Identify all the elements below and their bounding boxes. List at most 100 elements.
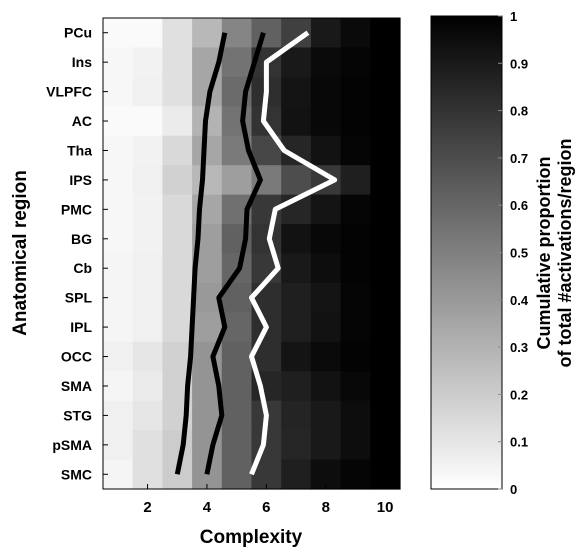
heatmap-cell	[162, 282, 193, 313]
heatmap-cell	[340, 341, 371, 372]
colorbar-tick-label: 0.3	[510, 340, 528, 355]
heatmap-cell	[221, 430, 253, 461]
heatmap-cell	[103, 430, 134, 461]
heatmap-cell	[340, 371, 371, 402]
heatmap-cell	[281, 341, 312, 372]
heatmap-cell	[370, 194, 401, 225]
y-tick-label: IPS	[69, 172, 92, 188]
heatmap-cell	[103, 282, 134, 313]
heatmap-cell	[132, 341, 163, 372]
heatmap-cell	[132, 253, 163, 284]
heatmap-cell	[340, 459, 371, 490]
heatmap-cell	[370, 312, 401, 343]
y-tick-label: Ins	[72, 54, 92, 70]
x-tick-label: 6	[262, 499, 270, 516]
y-tick-label: IPL	[70, 319, 92, 335]
heatmap-cell	[103, 194, 134, 225]
heatmap-cell	[370, 253, 401, 284]
heatmap-cell	[132, 47, 163, 78]
heatmap-cell	[221, 341, 253, 372]
heatmap-cell	[132, 76, 163, 107]
heatmap-cell	[281, 224, 312, 255]
heatmap-cell	[162, 312, 193, 343]
heatmap-cell	[221, 106, 253, 137]
heatmap-cell	[281, 76, 312, 107]
heatmap-cell	[162, 18, 193, 49]
heatmap-cell	[281, 165, 312, 196]
heatmap-cell	[281, 459, 312, 490]
heatmap-cell	[310, 47, 342, 78]
heatmap-cell	[340, 106, 371, 137]
heatmap-cell	[162, 253, 193, 284]
heatmap-cell	[192, 18, 223, 49]
heatmap-cell	[103, 47, 134, 78]
heatmap-cell	[221, 459, 253, 490]
y-tick-label: Tha	[67, 142, 92, 158]
y-axis-ticks: PCu Ins VLPFC AC Tha IPS PMC BG Cb SPL IPL OCC SMA ST…	[46, 25, 108, 482]
colorbar-tick-label: 0.6	[510, 198, 528, 213]
heatmap-cell	[132, 282, 163, 313]
heatmap-cell	[162, 165, 193, 196]
heatmap-cell	[281, 253, 312, 284]
heatmap-cell	[162, 106, 193, 137]
heatmap-cell	[370, 282, 401, 313]
heatmap-cell	[340, 430, 371, 461]
heatmap-cell	[221, 371, 253, 402]
heatmap-cell	[192, 312, 223, 343]
heatmap-cell	[310, 341, 342, 372]
heatmap-cell	[370, 47, 401, 78]
heatmap-cell	[340, 282, 371, 313]
colorbar-tick-label: 0.4	[510, 293, 529, 308]
heatmap-cell	[103, 76, 134, 107]
y-tick-label: PCu	[64, 25, 92, 41]
colorbar-tick-label: 0.7	[510, 151, 528, 166]
heatmap-cells	[103, 18, 401, 490]
contour-line-middle	[204, 31, 266, 475]
heatmap-cell	[132, 371, 163, 402]
heatmap-cell	[370, 106, 401, 137]
y-axis-title: Anatomical region	[10, 170, 31, 336]
contour-line-left	[174, 32, 228, 475]
heatmap-cell	[162, 76, 193, 107]
heatmap-cell	[132, 312, 163, 343]
contour-line-right	[249, 30, 338, 476]
heatmap-cell	[132, 165, 163, 196]
heatmap-cell	[340, 165, 371, 196]
heatmap-cell	[310, 430, 342, 461]
heatmap-cell	[370, 341, 401, 372]
colorbar-tick-label: 0.5	[510, 246, 528, 261]
colorbar	[430, 15, 503, 490]
heatmap-cell	[103, 400, 134, 431]
y-tick-label: PMC	[61, 201, 92, 217]
heatmap-cell	[370, 224, 401, 255]
heatmap-cell	[340, 400, 371, 431]
heatmap-cell	[162, 194, 193, 225]
heatmap-cell	[221, 400, 253, 431]
colorbar-tick-label: 1	[510, 9, 517, 24]
heatmap-cell	[370, 400, 401, 431]
heatmap-cell	[281, 47, 312, 78]
heatmap-cell	[221, 165, 253, 196]
heatmap-cell	[281, 106, 312, 137]
heatmap-cell	[251, 18, 282, 49]
heatmap-cell	[340, 47, 371, 78]
heatmap-cell	[221, 18, 253, 49]
heatmap-cell	[162, 47, 193, 78]
heatmap-cell	[103, 253, 134, 284]
heatmap-cell	[192, 165, 223, 196]
heatmap-cell	[192, 135, 223, 166]
heatmap-cell	[103, 165, 134, 196]
heatmap-cell	[103, 312, 134, 343]
heatmap-cell	[310, 253, 342, 284]
colorbar-ticks: 0 0.1 0.2 0.3 0.4 0.5 0.6 0.7 0.8 0.9 1	[498, 9, 529, 497]
plot-frame	[102, 17, 401, 490]
heatmap-cell	[221, 47, 253, 78]
y-tick-label: Cb	[73, 260, 92, 276]
y-tick-label: OCC	[61, 349, 92, 365]
heatmap-cell	[310, 194, 342, 225]
colorbar-tick-label: 0.9	[510, 56, 528, 71]
heatmap-cell	[310, 106, 342, 137]
heatmap-cell	[132, 135, 163, 166]
x-tick-label: 2	[143, 499, 151, 516]
